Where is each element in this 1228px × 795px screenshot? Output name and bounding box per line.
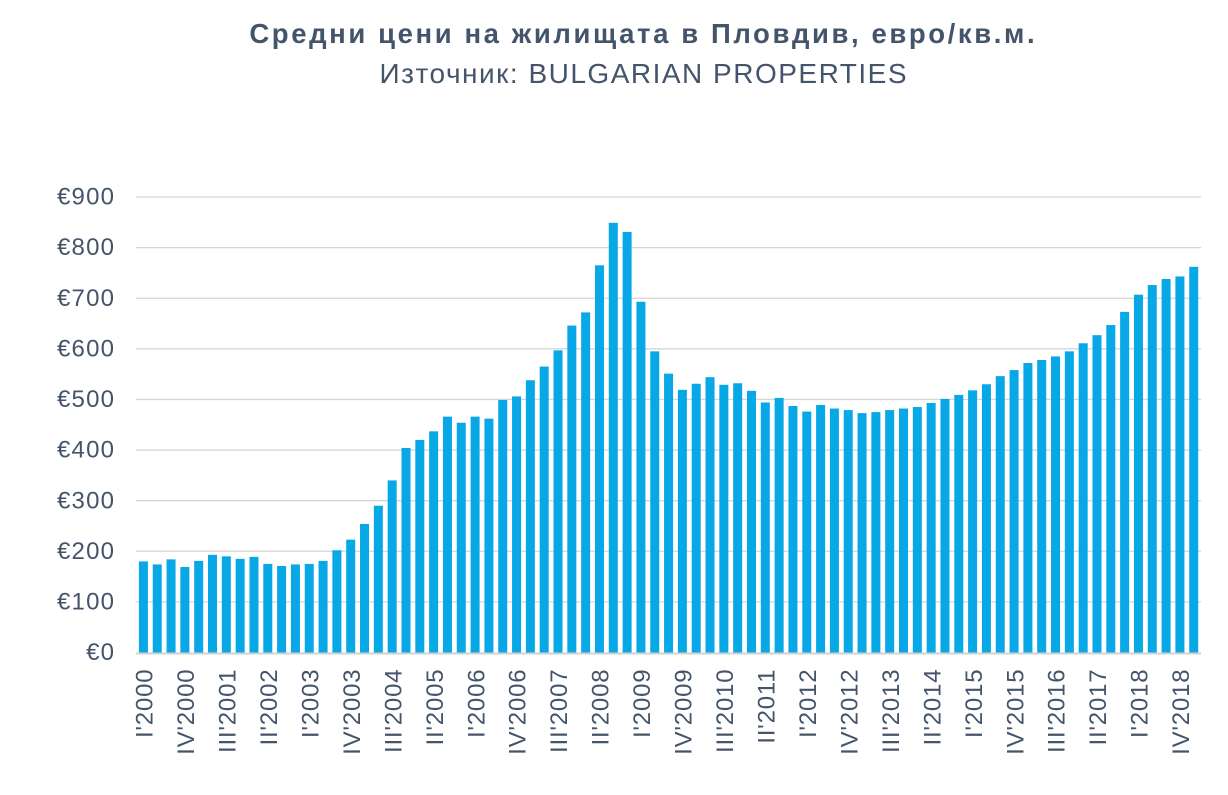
svg-text:€700: €700: [57, 285, 115, 312]
svg-text:IV'2009: IV'2009: [671, 669, 698, 755]
svg-text:II'2005: II'2005: [422, 669, 449, 746]
svg-text:€100: €100: [57, 588, 115, 615]
svg-text:IV'2006: IV'2006: [505, 669, 532, 755]
svg-text:III'2016: III'2016: [1044, 669, 1071, 753]
svg-text:€500: €500: [57, 386, 115, 413]
svg-text:II'2008: II'2008: [588, 669, 615, 746]
svg-text:I'2012: I'2012: [795, 669, 822, 738]
svg-text:Средни цени на жилищата в Плов: Средни цени на жилищата в Пловдив, евро/…: [249, 18, 1037, 49]
svg-text:€800: €800: [57, 234, 115, 261]
svg-text:II'2002: II'2002: [256, 669, 283, 746]
svg-text:I'2009: I'2009: [629, 669, 656, 738]
svg-text:€900: €900: [57, 184, 115, 211]
svg-text:I'2006: I'2006: [463, 669, 490, 738]
svg-text:€0: €0: [86, 639, 115, 666]
svg-text:III'2007: III'2007: [546, 669, 573, 753]
svg-text:II'2011: II'2011: [754, 669, 781, 744]
svg-text:€600: €600: [57, 335, 115, 362]
svg-text:IV'2000: IV'2000: [173, 669, 200, 755]
svg-text:IV'2012: IV'2012: [836, 669, 863, 755]
svg-text:I'2015: I'2015: [961, 669, 988, 738]
svg-text:IV'2003: IV'2003: [339, 669, 366, 755]
svg-text:II'2014: II'2014: [919, 669, 946, 746]
svg-text:€400: €400: [57, 437, 115, 464]
svg-text:IV'2015: IV'2015: [1002, 669, 1029, 755]
svg-text:III'2001: III'2001: [215, 669, 242, 753]
svg-text:III'2004: III'2004: [380, 669, 407, 753]
svg-text:€300: €300: [57, 487, 115, 514]
svg-text:III'2013: III'2013: [878, 669, 905, 753]
svg-text:III'2010: III'2010: [712, 669, 739, 753]
svg-text:Източник: BULGARIAN PROPERTIES: Източник: BULGARIAN PROPERTIES: [380, 58, 909, 89]
svg-text:€200: €200: [57, 538, 115, 565]
svg-text:I'2018: I'2018: [1127, 669, 1154, 738]
svg-text:IV'2018: IV'2018: [1168, 669, 1195, 755]
svg-text:I'2003: I'2003: [297, 669, 324, 738]
svg-text:II'2017: II'2017: [1085, 669, 1112, 746]
svg-text:I'2000: I'2000: [132, 669, 159, 738]
